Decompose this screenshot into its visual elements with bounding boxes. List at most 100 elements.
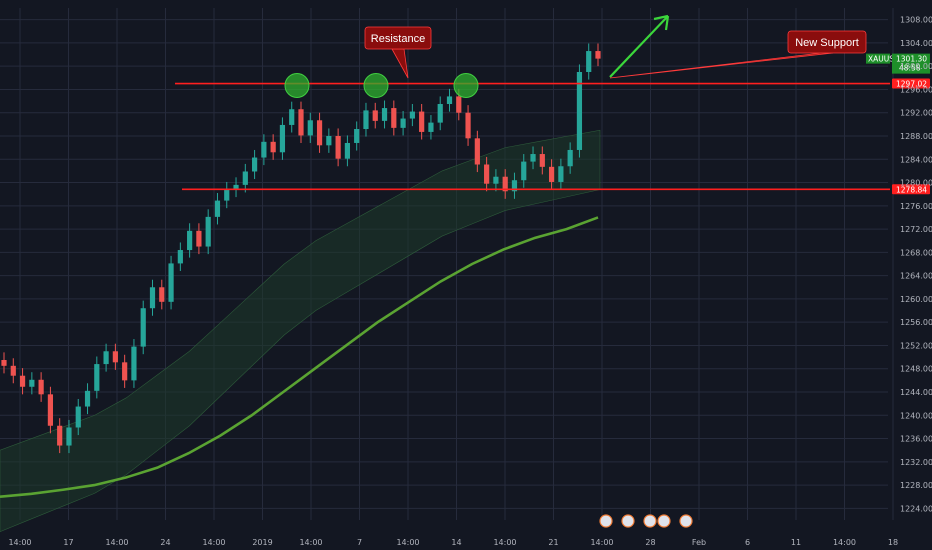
candle-down bbox=[372, 110, 378, 121]
y-tick-label: 1276.00 bbox=[900, 202, 932, 211]
candle-up bbox=[381, 108, 388, 121]
callout-box[interactable] bbox=[787, 30, 867, 54]
cloud-area bbox=[0, 129, 601, 532]
x-tick-label: 14:00 bbox=[396, 538, 419, 547]
candle-up bbox=[84, 390, 91, 407]
economic-event-icon[interactable] bbox=[621, 514, 635, 528]
economic-event-icon[interactable] bbox=[643, 514, 657, 528]
x-tick-label: 14:00 bbox=[590, 538, 613, 547]
callout-pointer bbox=[391, 48, 409, 79]
x-tick-label: 21 bbox=[548, 538, 558, 547]
trend-arrow-shaft[interactable] bbox=[609, 15, 669, 78]
candle-up bbox=[233, 184, 239, 190]
candle-up bbox=[363, 110, 369, 130]
candle-up bbox=[261, 141, 267, 158]
y-tick-label: 1304.00 bbox=[900, 39, 932, 48]
y-tick-label: 1240.00 bbox=[900, 411, 932, 420]
y-tick-label: 1228.00 bbox=[900, 481, 932, 490]
candle-up bbox=[307, 120, 313, 136]
x-tick-label: 7 bbox=[357, 538, 362, 547]
candle-up bbox=[187, 230, 193, 251]
y-axis[interactable]: 1308.00 1304.00 1300.00 1296.00 1292.00 1288.… bbox=[900, 16, 932, 514]
y-tick-label: 1252.00 bbox=[900, 341, 932, 350]
candle-up bbox=[446, 96, 453, 104]
resistance-touch-highlight[interactable] bbox=[284, 73, 310, 99]
candle-series bbox=[1, 43, 601, 454]
last-price-label: 1301.30 bbox=[896, 55, 927, 64]
drawing-annotations[interactable]: Resistance New Support bbox=[284, 14, 867, 99]
candle-up bbox=[149, 287, 156, 309]
callout-box[interactable] bbox=[364, 26, 432, 50]
y-tick-label: 1288.00 bbox=[900, 132, 932, 141]
candle-up bbox=[29, 379, 35, 387]
y-tick-label: 1256.00 bbox=[900, 318, 932, 327]
resistance-touch-highlight[interactable] bbox=[453, 73, 479, 99]
y-tick-label: 1264.00 bbox=[900, 272, 932, 281]
candle-up bbox=[400, 118, 406, 128]
level-price-label: 1278.84 bbox=[896, 185, 927, 194]
candle-up bbox=[530, 154, 536, 162]
candle-up bbox=[289, 109, 295, 125]
economic-event-icon[interactable] bbox=[657, 514, 671, 528]
candle-up bbox=[409, 111, 415, 119]
y-tick-label: 1284.00 bbox=[900, 155, 932, 164]
economic-event-icon[interactable] bbox=[679, 514, 693, 528]
candle-down bbox=[270, 141, 276, 153]
x-tick-label: 2019 bbox=[252, 538, 272, 547]
x-tick-label: 24 bbox=[160, 538, 170, 547]
y-tick-label: 1272.00 bbox=[900, 225, 932, 234]
candle-down bbox=[595, 51, 601, 59]
candle-down bbox=[456, 96, 462, 113]
candle-down bbox=[484, 164, 490, 184]
symbol-label: XAUUSD bbox=[868, 55, 900, 64]
candle-up bbox=[214, 200, 221, 217]
candle-down bbox=[548, 166, 555, 182]
candle-up bbox=[205, 216, 211, 247]
y-tick-label: 1244.00 bbox=[900, 388, 932, 397]
y-tick-label: 1248.00 bbox=[900, 365, 932, 374]
economic-events-row[interactable] bbox=[599, 514, 693, 528]
candle-up bbox=[511, 180, 518, 192]
y-tick-label: 1232.00 bbox=[900, 458, 932, 467]
candle-up bbox=[326, 136, 332, 146]
countdown-label: 48:58 bbox=[899, 64, 921, 73]
x-tick-label: 6 bbox=[745, 538, 750, 547]
candle-down bbox=[159, 287, 165, 302]
y-tick-label: 1260.00 bbox=[900, 295, 932, 304]
candle-up bbox=[576, 72, 583, 150]
x-tick-label: 11 bbox=[791, 538, 801, 547]
candle-up bbox=[521, 161, 527, 181]
candle-down bbox=[1, 360, 7, 366]
x-axis[interactable]: 14:00 17 14:00 24 14:00 2019 14:00 7 14:00 14 14:0… bbox=[8, 538, 898, 547]
candle-up bbox=[493, 176, 499, 184]
candle-up bbox=[224, 189, 230, 201]
candle-down bbox=[19, 375, 26, 387]
candle-down bbox=[57, 425, 63, 446]
candle-up bbox=[437, 104, 443, 123]
resistance-callout-text: Resistance bbox=[371, 33, 425, 45]
resistance-touch-highlight[interactable] bbox=[363, 73, 389, 99]
candle-up bbox=[586, 51, 592, 72]
x-tick-label: Feb bbox=[692, 538, 706, 547]
candle-up bbox=[75, 406, 81, 428]
y-tick-label: 1292.00 bbox=[900, 109, 932, 118]
new-support-callout-text: New Support bbox=[795, 37, 859, 49]
candle-down bbox=[539, 154, 545, 167]
candle-up bbox=[103, 351, 109, 365]
candle-up bbox=[279, 124, 286, 153]
candle-up bbox=[251, 157, 258, 172]
moving-average-line bbox=[0, 216, 599, 499]
candle-down bbox=[316, 120, 323, 146]
candle-down bbox=[502, 176, 508, 192]
candle-up bbox=[558, 166, 564, 182]
x-tick-label: 14:00 bbox=[105, 538, 128, 547]
candle-up bbox=[177, 250, 183, 264]
x-tick-label: 14 bbox=[451, 538, 461, 547]
candle-down bbox=[335, 136, 341, 159]
candle-up bbox=[344, 142, 351, 159]
candle-down bbox=[465, 112, 471, 139]
economic-event-icon[interactable] bbox=[599, 514, 613, 528]
candle-down bbox=[298, 109, 304, 136]
